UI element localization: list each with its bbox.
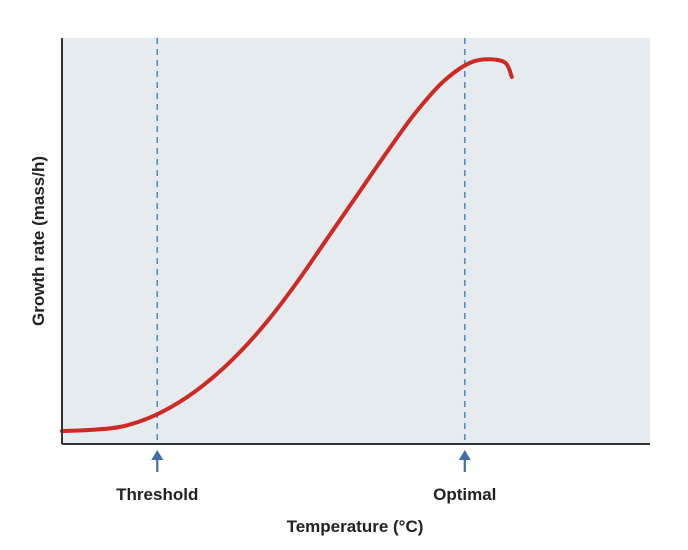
annotation-layer xyxy=(156,38,466,444)
growth-rate-curve xyxy=(60,57,514,433)
axes xyxy=(61,38,650,445)
y-axis-label: Growth rate (mass/h) xyxy=(29,156,48,326)
plot-area xyxy=(62,38,650,444)
x-axis-label: Temperature (°C) xyxy=(287,517,424,536)
optimal-arrow-icon xyxy=(458,450,471,472)
optimal-label: Optimal xyxy=(433,485,496,504)
threshold-label: Threshold xyxy=(116,485,198,504)
threshold-arrow-icon xyxy=(151,450,164,472)
